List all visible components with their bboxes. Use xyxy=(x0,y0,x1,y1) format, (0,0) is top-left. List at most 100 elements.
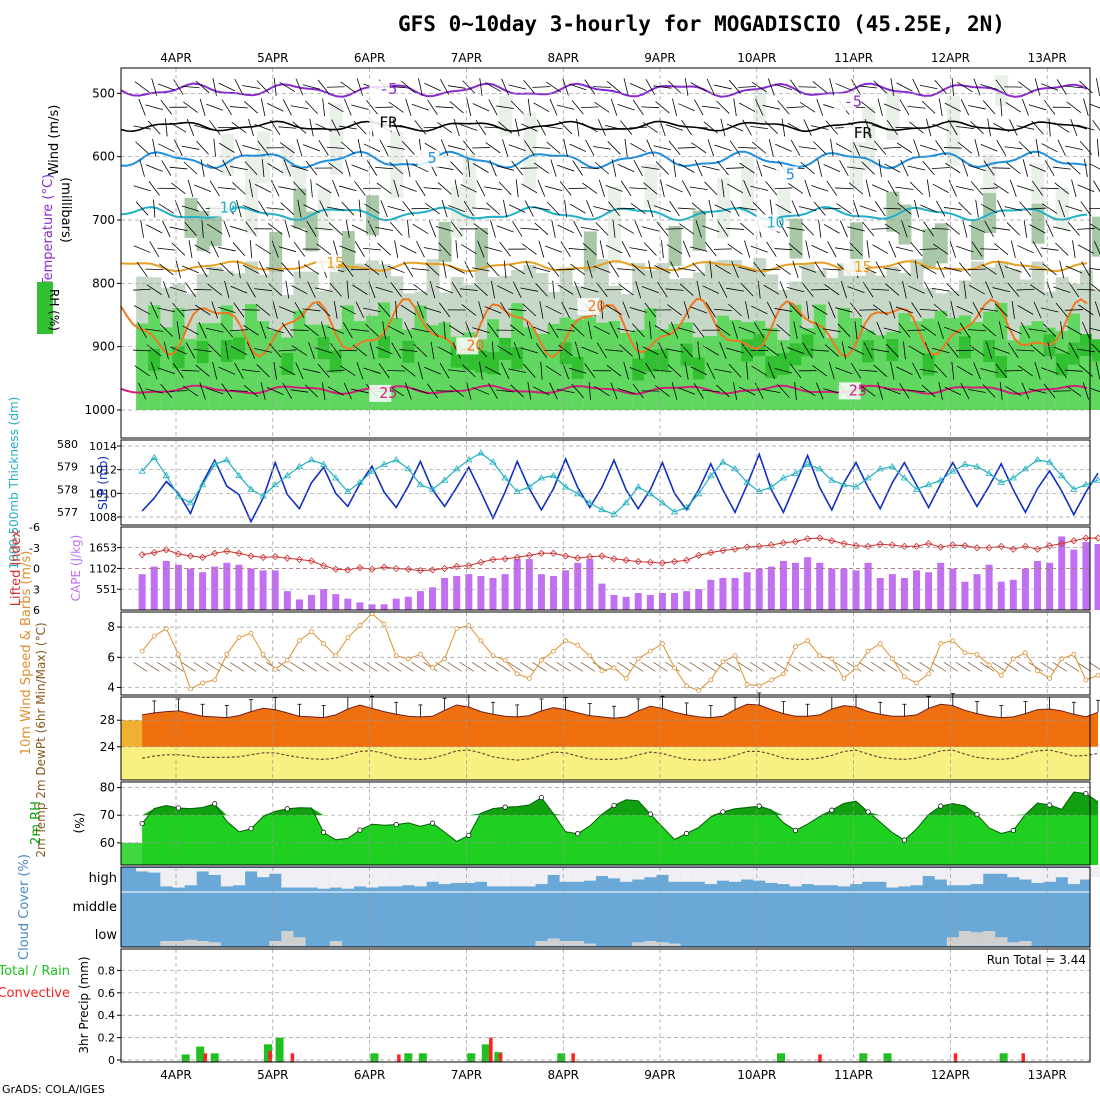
wind-speed-marker xyxy=(551,648,556,654)
wind-barb xyxy=(677,267,696,272)
wind-barb xyxy=(740,222,755,235)
wind-barb xyxy=(183,101,198,113)
wind-barb xyxy=(460,184,478,193)
wind-barb xyxy=(293,181,306,196)
wind-speed-marker xyxy=(829,656,835,662)
lifted-marker xyxy=(513,553,521,561)
wind-barb xyxy=(876,321,885,339)
rh-shading-cell xyxy=(293,188,307,229)
wind-barb xyxy=(195,364,210,377)
rh-shading-cell xyxy=(474,350,488,373)
cape-bar xyxy=(622,596,630,610)
wind-barb xyxy=(462,140,475,156)
wind-barb xyxy=(439,362,450,379)
wind-barb xyxy=(826,180,838,196)
wind-barb xyxy=(653,309,672,311)
wind-barb xyxy=(666,244,683,255)
wind-barb xyxy=(568,248,587,251)
wind-barb xyxy=(919,308,938,311)
wind-barb xyxy=(762,329,781,332)
wind-barb xyxy=(898,322,911,338)
precip-conv-bar xyxy=(268,1051,272,1062)
wind-barb xyxy=(678,163,695,173)
thickness-marker xyxy=(501,474,509,481)
wind-barb xyxy=(379,139,389,156)
wind-barb xyxy=(490,220,496,238)
wind-barb xyxy=(387,265,405,274)
wind-barb xyxy=(744,301,750,319)
wind-barb xyxy=(230,166,248,171)
wind-speed-marker xyxy=(660,641,665,647)
wind-barb xyxy=(661,240,664,259)
wind-barb xyxy=(944,386,962,396)
wind-barb xyxy=(913,139,920,157)
lifted-marker xyxy=(1021,542,1029,550)
wind-barb xyxy=(946,282,960,297)
wind-speed-marker xyxy=(781,671,786,677)
wind-barb xyxy=(428,220,437,238)
wind-barb xyxy=(285,280,290,299)
wind-speed-marker xyxy=(1010,656,1016,662)
wind-barb xyxy=(981,203,998,214)
thickness-marker xyxy=(767,483,776,490)
lifted-marker xyxy=(271,553,279,561)
cloud-high-cell xyxy=(874,868,887,882)
wind-barb xyxy=(486,262,500,277)
wind-barb xyxy=(399,184,417,192)
precip-total-bar xyxy=(467,1053,476,1062)
cape-bar xyxy=(259,570,267,610)
wind-barb xyxy=(751,81,767,93)
wind-barb xyxy=(907,105,926,109)
wind-barb xyxy=(218,306,236,314)
wind-barb xyxy=(549,98,558,116)
precip-total-bar xyxy=(370,1053,379,1062)
lifted-marker xyxy=(162,546,170,554)
wind-barb xyxy=(665,124,684,131)
wind-barb xyxy=(1017,365,1033,377)
lifted-marker xyxy=(416,567,424,575)
wind-barb xyxy=(244,161,258,175)
wind-barb xyxy=(515,179,519,198)
wind-barb xyxy=(1090,283,1100,296)
cloud-low-cell xyxy=(583,943,597,946)
wind-barb xyxy=(502,139,509,157)
rh-shading-cell xyxy=(777,190,791,222)
wind-barb xyxy=(642,122,658,133)
precip-conv-bar xyxy=(290,1053,295,1062)
wind-barb xyxy=(931,287,950,292)
lifted-marker xyxy=(646,558,654,566)
lifted-marker xyxy=(937,543,945,551)
wind-barb xyxy=(571,384,584,398)
wind-barb xyxy=(762,104,781,110)
cloud-high-cell xyxy=(402,868,415,886)
wind-barb xyxy=(145,328,164,332)
thickness-axis-label: 1000-500mb Thickness (dm) xyxy=(7,397,21,570)
wind-barb xyxy=(524,140,535,156)
wind-barb-10m xyxy=(701,662,717,672)
wind-barb xyxy=(815,322,825,339)
wind-barb xyxy=(733,98,737,117)
thickness-marker xyxy=(307,456,316,463)
wind-barb xyxy=(840,281,847,299)
cape-bar xyxy=(525,559,533,610)
rh-legend-label: RH (%) xyxy=(47,289,61,331)
wind-barb xyxy=(741,343,753,358)
wind-barb xyxy=(1048,118,1051,137)
wind-barb xyxy=(221,383,233,399)
wind-barb xyxy=(689,246,708,252)
wind-barb xyxy=(718,281,728,298)
wind-barb-10m xyxy=(786,662,801,672)
thickness-marker xyxy=(791,469,800,476)
wind-barb xyxy=(338,349,357,352)
lifted-marker xyxy=(634,558,642,566)
lifted-marker xyxy=(779,539,787,547)
wind-barb xyxy=(774,367,793,374)
wind-speed-marker xyxy=(539,657,544,663)
wind-barb xyxy=(350,268,369,270)
wind-barb-10m xyxy=(399,662,414,672)
wind-barb xyxy=(145,268,164,271)
wind-barb xyxy=(813,141,827,155)
rh-shading-cell xyxy=(995,356,1009,379)
thickness-tick-label: 578 xyxy=(57,483,78,496)
wind-barb xyxy=(350,328,369,332)
